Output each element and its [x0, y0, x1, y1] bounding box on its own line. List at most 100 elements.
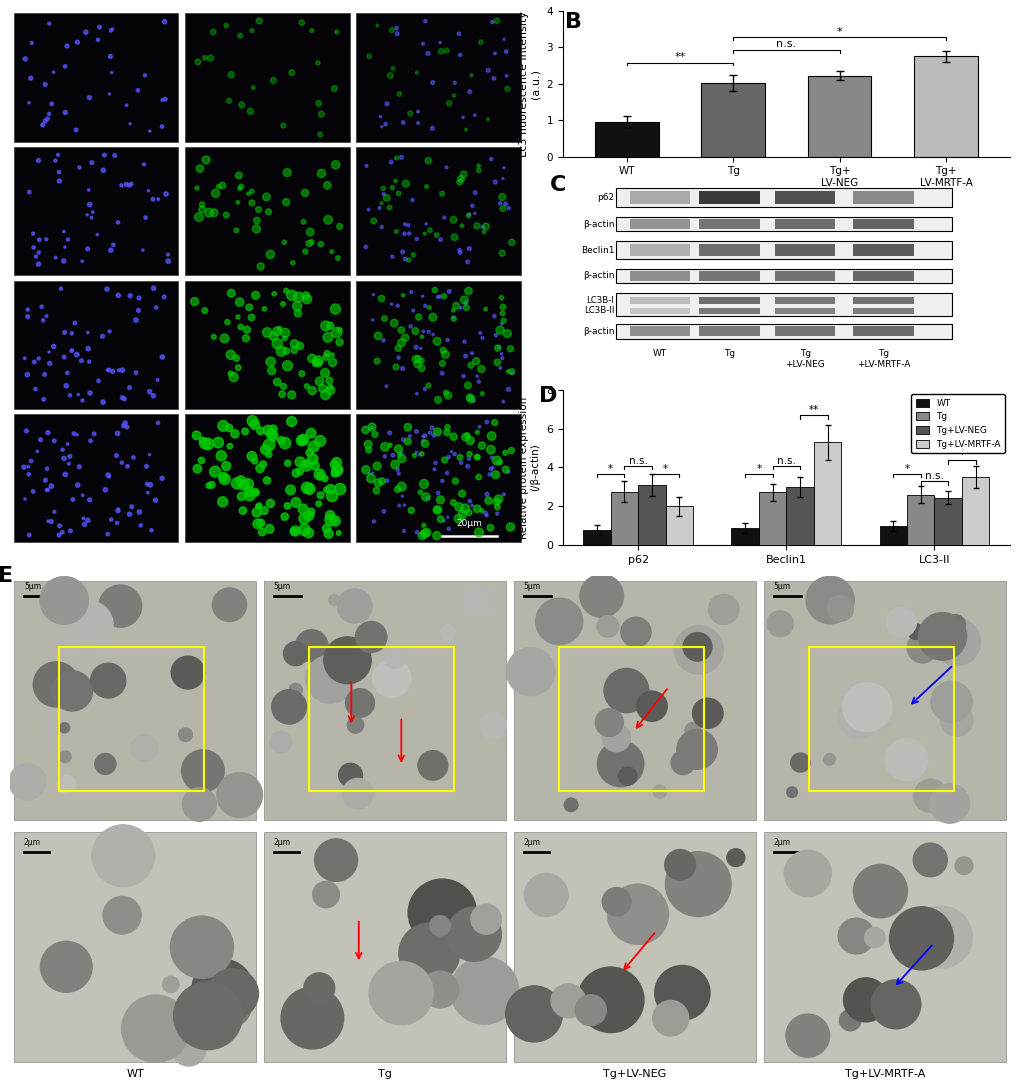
Circle shape	[823, 754, 835, 765]
Point	[461, 206, 477, 224]
Point	[450, 242, 467, 259]
Circle shape	[40, 577, 89, 624]
Text: β-actin: β-actin	[582, 327, 613, 336]
Point	[415, 428, 431, 445]
Point	[41, 15, 57, 32]
Circle shape	[864, 928, 884, 947]
Point	[364, 464, 380, 482]
Point	[110, 362, 126, 379]
Point	[218, 206, 234, 224]
Point	[43, 513, 59, 530]
Point	[470, 162, 486, 179]
Point	[319, 345, 335, 362]
Point	[142, 383, 158, 401]
Circle shape	[57, 775, 76, 794]
Point	[489, 455, 505, 472]
Point	[489, 339, 505, 356]
Point	[283, 413, 300, 430]
Point	[483, 428, 499, 445]
Point	[63, 342, 79, 360]
Point	[192, 160, 208, 177]
Bar	[731, 528, 758, 545]
Bar	[774, 244, 835, 256]
Point	[31, 256, 47, 273]
Text: Tg+LV-NEG: Tg+LV-NEG	[602, 1069, 666, 1079]
Point	[499, 463, 516, 481]
Bar	[630, 308, 690, 314]
Point	[322, 379, 338, 396]
Point	[428, 527, 444, 544]
Point	[255, 456, 271, 473]
Point	[243, 103, 259, 120]
Point	[317, 318, 333, 335]
Point	[460, 207, 476, 225]
Point	[370, 327, 386, 345]
Point	[313, 106, 329, 123]
Point	[304, 382, 320, 400]
Point	[20, 465, 37, 483]
Point	[230, 166, 247, 184]
Point	[417, 427, 433, 444]
Point	[109, 514, 125, 531]
Point	[69, 476, 86, 494]
Circle shape	[954, 856, 972, 875]
Point	[194, 451, 210, 469]
Point	[229, 309, 246, 326]
Point	[273, 342, 289, 360]
Point	[317, 364, 333, 381]
Point	[480, 62, 496, 79]
Point	[322, 511, 338, 528]
Point	[235, 476, 252, 494]
Point	[142, 446, 158, 463]
Point	[110, 502, 126, 519]
Point	[191, 208, 207, 226]
Point	[436, 451, 452, 469]
Point	[279, 164, 296, 181]
Point	[36, 391, 52, 408]
Point	[494, 200, 511, 217]
Point	[263, 426, 279, 443]
Point	[32, 231, 48, 248]
Point	[90, 31, 106, 49]
Circle shape	[450, 957, 518, 1024]
Point	[142, 476, 158, 494]
Point	[440, 521, 457, 538]
Point	[252, 460, 268, 477]
Point	[283, 64, 300, 81]
Point	[393, 487, 410, 504]
Point	[324, 354, 340, 372]
Text: Tg: Tg	[378, 1069, 391, 1079]
Point	[331, 322, 347, 339]
Point	[392, 322, 409, 339]
Circle shape	[826, 595, 853, 621]
Point	[301, 524, 317, 541]
Circle shape	[652, 1000, 688, 1036]
Point	[361, 465, 377, 483]
Point	[438, 159, 454, 176]
Point	[247, 484, 263, 501]
Circle shape	[909, 906, 971, 968]
Point	[445, 494, 462, 511]
Point	[275, 117, 291, 134]
Point	[17, 51, 34, 68]
Point	[416, 525, 432, 542]
Point	[156, 288, 172, 306]
Point	[310, 354, 326, 372]
Point	[275, 378, 291, 395]
Point	[221, 92, 237, 109]
Point	[22, 69, 39, 86]
Point	[390, 185, 407, 202]
Point	[282, 482, 299, 499]
Point	[482, 460, 498, 477]
Circle shape	[93, 667, 116, 691]
Point	[440, 283, 457, 300]
Point	[274, 386, 290, 403]
Point	[44, 95, 60, 112]
Point	[447, 297, 464, 314]
Point	[103, 511, 119, 528]
Point	[291, 337, 308, 354]
Circle shape	[345, 689, 374, 717]
Point	[455, 333, 472, 350]
Point	[444, 309, 461, 326]
Point	[497, 43, 514, 60]
